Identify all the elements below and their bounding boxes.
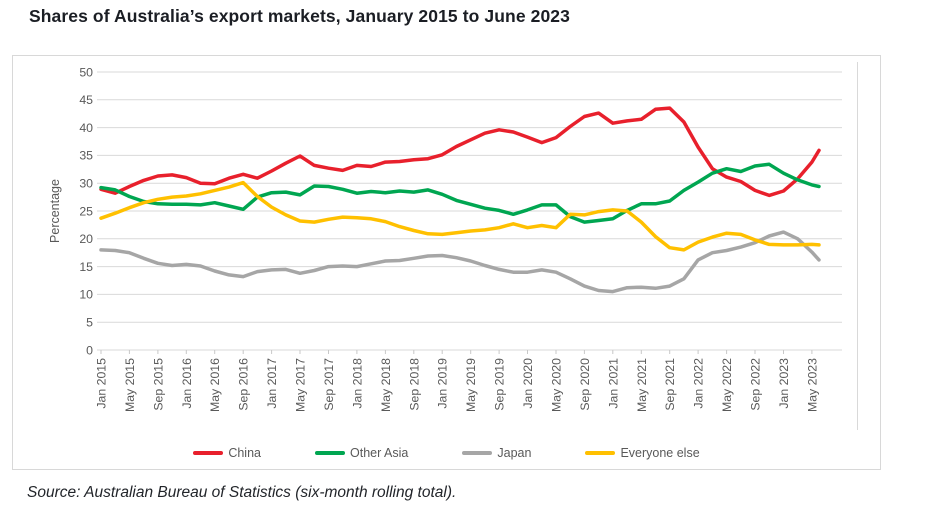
legend-swatch bbox=[462, 451, 493, 455]
legend-item-china: China bbox=[193, 446, 261, 460]
x-tick-label: Sep 2016 bbox=[237, 358, 251, 411]
y-tick-label: 20 bbox=[79, 232, 93, 246]
chart-svg: 0 5 10 15 20 25 30 35 40 45 50 Jan 2015 May 2015 Sep … bbox=[48, 62, 858, 430]
x-tick-label: Sep 2019 bbox=[493, 358, 507, 411]
legend-swatch bbox=[585, 451, 616, 455]
x-tick-label: Jan 2017 bbox=[265, 358, 279, 409]
y-tick-label: 45 bbox=[79, 93, 93, 107]
x-tick-label: Jan 2023 bbox=[777, 358, 791, 409]
chart-panel: 0 5 10 15 20 25 30 35 40 45 50 Jan 2015 May 2015 Sep … bbox=[12, 55, 881, 470]
x-tick-label: Sep 2015 bbox=[151, 358, 165, 411]
legend-label: Other Asia bbox=[350, 446, 409, 460]
x-tick-label: Jan 2021 bbox=[606, 358, 620, 409]
series-line-china bbox=[99, 106, 821, 198]
x-tick-label: Jan 2016 bbox=[180, 358, 194, 409]
x-tick-label: Jan 2022 bbox=[692, 358, 706, 409]
legend-item-everyone-else: Everyone else bbox=[585, 446, 700, 460]
legend-item-japan: Japan bbox=[462, 446, 531, 460]
x-tick-label: May 2015 bbox=[123, 358, 137, 412]
x-tick-label: Jan 2019 bbox=[436, 358, 450, 409]
x-tick-label: Sep 2022 bbox=[749, 358, 763, 411]
source-note: Source: Australian Bureau of Statistics … bbox=[27, 484, 457, 501]
x-tick-label: May 2016 bbox=[208, 358, 222, 412]
x-tick-label: Sep 2017 bbox=[322, 358, 336, 411]
y-tick-label: 35 bbox=[79, 149, 93, 163]
legend-item-other-asia: Other Asia bbox=[315, 446, 408, 460]
x-tick-label: Sep 2021 bbox=[663, 358, 677, 411]
chart-title: Shares of Australia’s export markets, Ja… bbox=[29, 6, 570, 26]
x-tick-label: May 2023 bbox=[805, 358, 819, 412]
x-tick-label: Sep 2020 bbox=[578, 358, 592, 411]
series-line-other-asia bbox=[99, 162, 821, 224]
x-tick-label: Sep 2018 bbox=[407, 358, 421, 411]
y-tick-label: 30 bbox=[79, 177, 93, 191]
x-tick-label: May 2021 bbox=[635, 358, 649, 412]
y-axis-title: Percentage bbox=[48, 179, 62, 243]
legend-label: China bbox=[228, 446, 261, 460]
x-tick-label: Jan 2015 bbox=[95, 358, 109, 409]
legend: China Other Asia Japan Everyone else bbox=[13, 446, 880, 460]
y-tick-label: 5 bbox=[86, 316, 93, 330]
x-tick-label: May 2017 bbox=[294, 358, 308, 412]
series-line-japan bbox=[99, 230, 821, 294]
legend-swatch bbox=[315, 451, 345, 455]
x-tick-label: Jan 2018 bbox=[350, 358, 364, 409]
legend-swatch bbox=[193, 451, 224, 455]
series-line-everyone-else bbox=[99, 180, 821, 252]
y-tick-label: 10 bbox=[79, 288, 93, 302]
y-tick-label: 0 bbox=[86, 343, 93, 357]
x-tick-label: May 2019 bbox=[464, 358, 478, 412]
x-tick-label: May 2022 bbox=[720, 358, 734, 412]
y-tick-label: 15 bbox=[79, 260, 93, 274]
x-tick-label: May 2018 bbox=[379, 358, 393, 412]
y-tick-label: 40 bbox=[79, 121, 93, 135]
legend-label: Japan bbox=[497, 446, 532, 460]
y-tick-label: 25 bbox=[79, 204, 93, 218]
legend-label: Everyone else bbox=[620, 446, 700, 460]
x-tick-label: May 2020 bbox=[550, 358, 564, 412]
x-tick-label: Jan 2020 bbox=[521, 358, 535, 409]
y-tick-label: 50 bbox=[79, 65, 93, 79]
